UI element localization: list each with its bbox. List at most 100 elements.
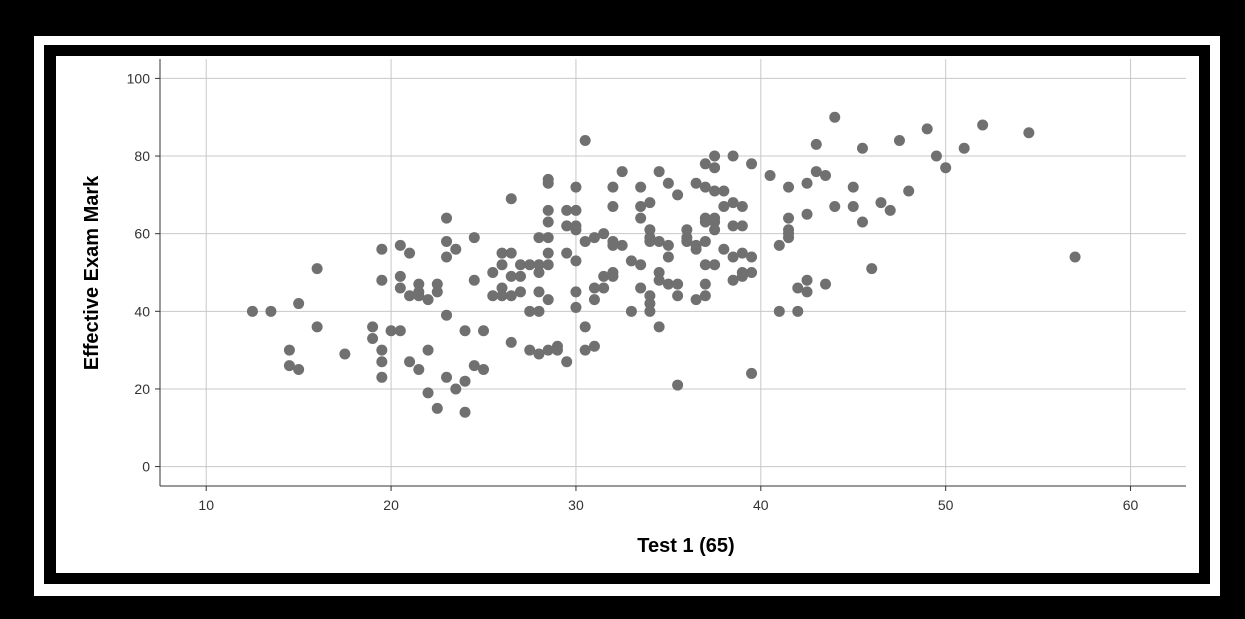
data-point — [367, 321, 379, 333]
data-point — [496, 290, 508, 302]
data-point — [376, 274, 388, 286]
data-point — [635, 259, 647, 271]
data-point — [533, 259, 545, 271]
data-point — [422, 294, 434, 306]
data-point — [616, 239, 628, 251]
data-point — [607, 181, 619, 193]
data-point — [459, 325, 471, 337]
data-point — [598, 228, 610, 240]
data-point — [468, 232, 480, 244]
data-point — [542, 247, 554, 259]
data-point — [542, 216, 554, 228]
data-point — [727, 251, 739, 263]
data-point — [514, 270, 526, 282]
data-point — [635, 212, 647, 224]
data-point — [635, 282, 647, 294]
data-point — [746, 251, 758, 263]
data-point — [570, 224, 582, 236]
data-point — [856, 216, 868, 228]
data-point — [699, 181, 711, 193]
data-point — [478, 364, 490, 376]
data-point — [653, 274, 665, 286]
data-point — [533, 232, 545, 244]
data-point — [422, 344, 434, 356]
data-point — [653, 235, 665, 247]
x-tick-label: 40 — [753, 497, 769, 513]
data-point — [570, 181, 582, 193]
data-point — [773, 305, 785, 317]
data-point — [394, 239, 406, 251]
data-point — [1069, 251, 1081, 263]
data-point — [727, 150, 739, 162]
data-point — [699, 216, 711, 228]
data-point — [644, 224, 656, 236]
data-point — [293, 298, 305, 310]
data-point — [311, 321, 323, 333]
data-point — [450, 243, 462, 255]
data-point — [524, 305, 536, 317]
data-point — [394, 325, 406, 337]
data-point — [903, 185, 915, 197]
data-point — [561, 247, 573, 259]
data-point — [736, 220, 748, 232]
y-tick-label: 0 — [142, 459, 150, 475]
data-point — [746, 158, 758, 170]
data-point — [570, 204, 582, 216]
data-point — [496, 282, 508, 294]
data-point — [561, 220, 573, 232]
data-point — [644, 197, 656, 209]
data-point — [893, 135, 905, 147]
grid-lines — [160, 59, 1186, 486]
data-point — [607, 201, 619, 213]
data-point — [533, 286, 545, 298]
data-point — [441, 251, 453, 263]
axes — [155, 59, 1186, 491]
data-point — [441, 309, 453, 321]
data-point — [625, 305, 637, 317]
data-point — [653, 267, 665, 278]
data-point — [579, 321, 591, 333]
data-point — [653, 321, 665, 333]
data-point — [746, 267, 758, 278]
x-tick-labels: 10 20 30 40 50 60 — [198, 497, 1138, 513]
data-point — [616, 166, 628, 178]
data-point — [801, 274, 813, 286]
data-point — [736, 201, 748, 213]
data-point — [690, 177, 702, 189]
data-point — [505, 290, 517, 302]
data-point — [524, 259, 536, 271]
data-point — [773, 239, 785, 251]
data-point — [884, 204, 896, 216]
data-point — [783, 181, 795, 193]
data-point — [644, 298, 656, 310]
data-point — [441, 371, 453, 383]
data-point — [394, 282, 406, 294]
data-point — [404, 247, 416, 259]
data-point — [727, 274, 739, 286]
data-point — [579, 135, 591, 147]
data-point — [875, 197, 887, 209]
data-point — [662, 177, 674, 189]
data-point — [588, 340, 600, 352]
x-tick-label: 50 — [938, 497, 954, 513]
data-point — [607, 239, 619, 251]
data-point — [551, 344, 563, 356]
data-point — [746, 367, 758, 379]
data-point — [699, 290, 711, 302]
x-axis-label: Test 1 (65) — [637, 535, 735, 557]
data-point — [810, 138, 822, 150]
data-point — [672, 290, 684, 302]
y-tick-labels: 0 20 40 60 80 100 — [127, 70, 151, 474]
data-point — [699, 235, 711, 247]
data-point — [579, 344, 591, 356]
data-point — [542, 177, 554, 189]
y-tick-label: 80 — [134, 148, 150, 164]
data-point — [727, 220, 739, 232]
data-points — [246, 111, 1081, 418]
data-point — [783, 232, 795, 244]
data-point — [681, 224, 693, 236]
data-point — [468, 274, 480, 286]
data-point — [293, 364, 305, 376]
data-point — [635, 201, 647, 213]
data-point — [709, 185, 721, 197]
